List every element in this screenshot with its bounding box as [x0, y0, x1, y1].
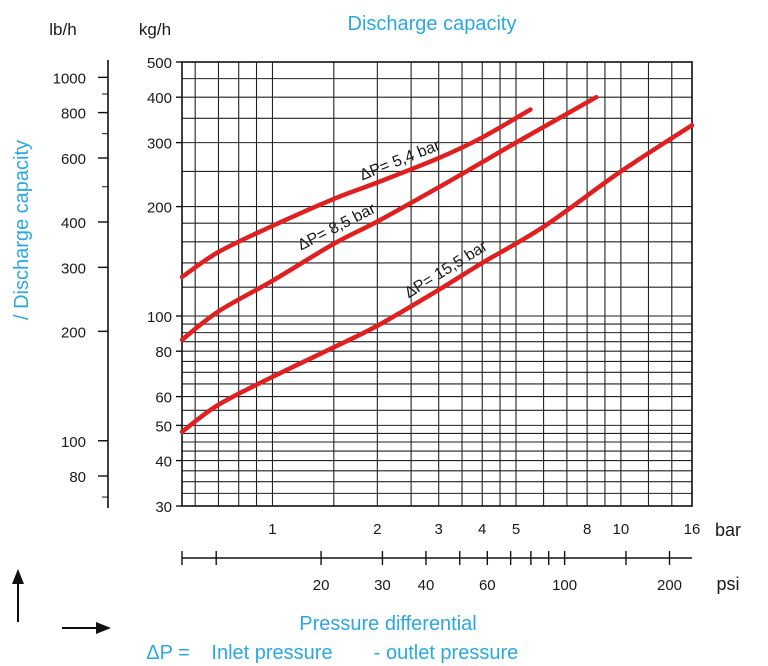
x-unit-bar: bar	[715, 520, 741, 540]
kg-tick-label: 300	[147, 136, 172, 153]
bar-tick-label: 1	[268, 521, 276, 538]
y-unit-kg: kg/h	[139, 20, 171, 39]
formula-lhs: ΔP =	[146, 642, 190, 664]
psi-tick-label: 30	[374, 577, 391, 594]
kg-tick-label: 400	[147, 90, 172, 107]
x-unit-psi: psi	[716, 574, 739, 594]
up-arrow-icon	[12, 569, 24, 622]
kg-tick-label: 30	[155, 499, 172, 516]
series-line-2	[179, 94, 599, 343]
lb-tick-label: 1000	[53, 70, 86, 87]
formula-outlet: - outlet pressure	[374, 642, 519, 664]
kg-tick-label: 100	[147, 309, 172, 326]
psi-tick-label: 200	[657, 577, 682, 594]
lb-tick-label: 300	[61, 260, 86, 277]
bar-tick-label: 16	[684, 521, 701, 538]
chart-grid	[182, 61, 693, 507]
psi-tick-label: 20	[313, 577, 330, 594]
bar-tick-label: 8	[583, 521, 591, 538]
psi-tick-label: 60	[479, 577, 496, 594]
lb-tick-label: 800	[61, 106, 86, 123]
psi-tick-label: 40	[418, 577, 435, 594]
series-line-1	[179, 107, 533, 280]
y-unit-lb: lb/h	[49, 20, 76, 39]
lb-tick-label: 400	[61, 215, 86, 232]
formula-inlet: Inlet pressure	[211, 642, 332, 664]
x-axis-label: Pressure differential	[299, 613, 477, 635]
bar-tick-label: 10	[613, 521, 630, 538]
y-axis-label: / Discharge capacity	[11, 140, 33, 320]
bar-tick-label: 4	[478, 521, 486, 538]
bar-tick-label: 2	[373, 521, 381, 538]
lb-tick-label: 100	[61, 434, 86, 451]
kg-tick-label: 50	[155, 418, 172, 435]
kg-tick-label: 80	[155, 344, 172, 361]
kg-tick-label: 500	[147, 55, 172, 72]
series-label-3: ΔP= 15,5 bar	[402, 238, 491, 302]
psi-tick-label: 100	[552, 577, 577, 594]
right-arrow-icon	[62, 622, 111, 634]
kg-tick-label: 40	[155, 454, 172, 471]
bar-tick-label: 5	[512, 521, 520, 538]
kg-tick-label: 60	[155, 390, 172, 407]
series-line-3	[179, 122, 695, 435]
plot-frame	[181, 61, 693, 507]
lb-tick-label: 200	[61, 324, 86, 341]
lb-tick-label: 80	[69, 469, 86, 486]
lb-tick-label: 600	[61, 151, 86, 168]
kg-tick-label: 200	[147, 200, 172, 217]
chart-title: Discharge capacity	[348, 13, 517, 35]
bar-tick-label: 3	[435, 521, 443, 538]
